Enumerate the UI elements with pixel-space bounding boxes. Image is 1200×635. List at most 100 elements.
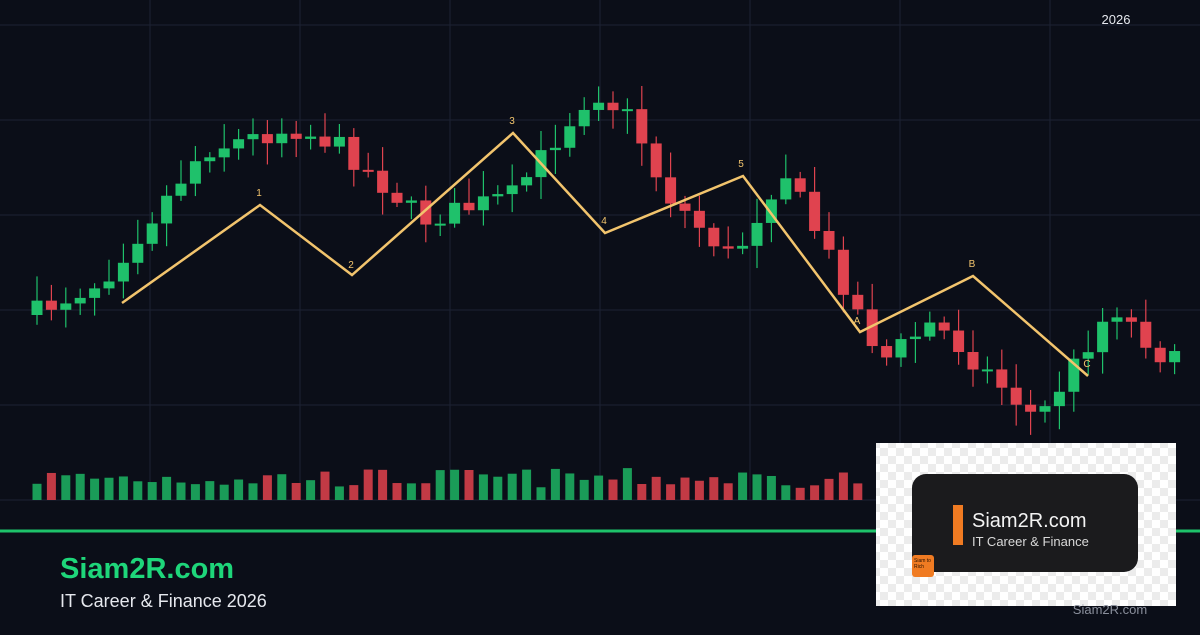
wave-label: C: [1083, 359, 1090, 370]
brand-tagline: IT Career & Finance 2026: [60, 591, 267, 611]
volume-bars: [32, 468, 863, 500]
candle-body: [823, 230, 835, 250]
wave-label: A: [854, 316, 861, 327]
volume-bar: [61, 475, 71, 500]
candle-body: [189, 161, 201, 184]
volume-bar: [205, 481, 215, 500]
volume-bar: [234, 479, 244, 500]
candle-body: [866, 309, 878, 347]
candle-body: [492, 194, 504, 197]
logo-badge-frame: Siam to Rich: [914, 558, 931, 570]
wave-label: 2: [348, 260, 354, 271]
candle-body: [405, 200, 417, 203]
volume-bar: [579, 479, 589, 500]
volume-bar: [694, 480, 704, 500]
candles: [31, 85, 1181, 435]
candle-body: [852, 294, 864, 310]
volume-bar: [277, 474, 287, 500]
volume-bar: [46, 472, 56, 500]
candle-body: [1025, 404, 1037, 412]
volume-bar: [32, 483, 42, 500]
wave-label: 5: [738, 159, 744, 170]
volume-bar: [147, 482, 157, 500]
candle-body: [1068, 358, 1080, 392]
candle-body: [996, 369, 1008, 388]
volume-bar: [493, 476, 503, 500]
volume-bar: [104, 477, 114, 500]
volume-bar: [738, 472, 748, 500]
candle-body: [233, 139, 245, 149]
volume-bar: [781, 485, 791, 500]
candle-body: [45, 300, 57, 310]
volume-bar: [248, 483, 258, 500]
volume-bar: [723, 483, 733, 500]
candle-body: [621, 109, 633, 112]
candle-body: [1097, 321, 1109, 353]
candle-body: [924, 322, 936, 337]
brand-title: Siam2R.com: [60, 553, 234, 585]
candle-body: [521, 177, 533, 186]
candle-body: [1140, 321, 1152, 348]
candle-body: [794, 178, 806, 192]
volume-bar: [709, 477, 719, 500]
candle-body: [953, 330, 965, 352]
candle-body: [1111, 317, 1123, 322]
volume-bar: [550, 468, 560, 500]
volume-bar: [90, 478, 100, 500]
volume-bar: [334, 486, 344, 500]
volume-bar: [262, 475, 272, 500]
wave-label: 3: [509, 116, 515, 127]
candle-body: [938, 322, 950, 331]
candle-body: [636, 109, 648, 144]
volume-bar: [118, 476, 128, 500]
candle-body: [132, 243, 144, 263]
candle-body: [895, 339, 907, 358]
candle-body: [1039, 406, 1051, 412]
candle-body: [204, 157, 216, 162]
candle-body: [117, 262, 129, 282]
candle-body: [650, 143, 662, 178]
volume-bar: [291, 482, 301, 500]
volume-bar: [392, 483, 402, 500]
candle-body: [348, 136, 360, 170]
candle-body: [276, 133, 288, 144]
candle-body: [737, 245, 749, 249]
candle-body: [477, 196, 489, 211]
candle-body: [607, 102, 619, 111]
volume-bar: [666, 484, 676, 500]
candle-body: [708, 227, 720, 247]
candle-body: [751, 222, 763, 246]
candle-body: [1125, 317, 1137, 322]
wave-labels: 1 2 3 4 5 A B C: [256, 116, 1090, 370]
volume-bar: [421, 483, 431, 500]
volume-bar: [162, 476, 172, 500]
volume-bar: [651, 476, 661, 500]
candle-body: [463, 202, 475, 211]
candle-body: [319, 136, 331, 147]
volume-bar: [838, 472, 848, 500]
candle-body: [809, 191, 821, 231]
candle-body: [362, 169, 374, 172]
candle-body: [175, 183, 187, 196]
candle-body: [391, 192, 403, 203]
volume-bar: [320, 471, 330, 500]
volume-bar: [853, 483, 863, 500]
candle-body: [434, 223, 446, 226]
volume-bar: [176, 482, 186, 500]
candle-body: [89, 288, 101, 298]
candle-body: [881, 346, 893, 358]
candle-body: [981, 369, 993, 372]
candle-body: [103, 281, 115, 289]
candle-body: [1010, 387, 1022, 405]
candle-body: [665, 177, 677, 204]
volume-bar: [507, 473, 517, 500]
candle-body: [564, 126, 576, 148]
logo-subtitle: IT Career & Finance: [972, 534, 1089, 549]
logo-badge: [912, 555, 934, 577]
logo-badge-text: Siam to Rich: [914, 558, 931, 570]
wave-label: B: [969, 259, 976, 270]
volume-bar: [810, 485, 820, 500]
volume-bar: [478, 474, 488, 500]
candle-body: [377, 170, 389, 193]
candle-body: [1169, 351, 1181, 363]
